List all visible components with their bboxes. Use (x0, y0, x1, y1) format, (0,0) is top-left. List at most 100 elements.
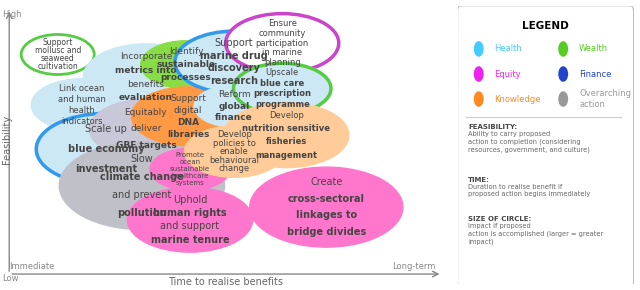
Text: Impact if proposed
action is accomplished (larger = greater
impact): Impact if proposed action is accomplishe… (468, 223, 604, 245)
Circle shape (558, 66, 568, 82)
Ellipse shape (127, 187, 253, 252)
Text: linkages to: linkages to (296, 210, 357, 220)
Text: Slow: Slow (131, 154, 153, 164)
Text: and support: and support (161, 222, 220, 231)
Text: research: research (210, 76, 258, 86)
Text: health: health (68, 106, 95, 115)
Ellipse shape (83, 44, 209, 110)
Text: Long-term: Long-term (392, 262, 435, 271)
FancyBboxPatch shape (458, 6, 634, 287)
Text: Health: Health (495, 44, 522, 53)
Text: Ability to carry proposed
action to completion (considering
resources, governmen: Ability to carry proposed action to comp… (468, 131, 590, 153)
Text: seaweed: seaweed (41, 54, 75, 63)
Text: evaluation: evaluation (119, 93, 173, 102)
Text: finance: finance (215, 113, 253, 122)
Ellipse shape (175, 31, 293, 93)
Text: GBF targets: GBF targets (116, 141, 176, 150)
Text: digital: digital (173, 106, 202, 115)
Ellipse shape (90, 99, 202, 158)
Text: processes: processes (161, 73, 211, 82)
Text: Scale up: Scale up (85, 124, 127, 135)
Ellipse shape (150, 148, 230, 190)
Text: Immediate: Immediate (9, 262, 54, 271)
Text: cultivation: cultivation (37, 62, 78, 71)
Text: Uphold: Uphold (173, 195, 207, 205)
Text: marine tenure: marine tenure (150, 235, 229, 245)
Text: Equitably: Equitably (125, 108, 167, 117)
Text: Wealth: Wealth (579, 44, 608, 53)
Ellipse shape (184, 126, 284, 177)
Ellipse shape (131, 87, 244, 146)
Text: and human: and human (58, 95, 106, 104)
Text: ocean: ocean (179, 160, 200, 165)
Text: sustainable: sustainable (156, 60, 216, 69)
Text: cross-sectoral: cross-sectoral (288, 194, 365, 204)
Text: indicators: indicators (61, 117, 102, 126)
Text: nutrition sensitive: nutrition sensitive (242, 124, 330, 133)
Text: mollusc and: mollusc and (35, 46, 81, 55)
Text: community: community (259, 29, 306, 38)
Text: programme: programme (255, 100, 310, 109)
Circle shape (474, 66, 484, 82)
Ellipse shape (226, 14, 339, 73)
Text: Promote: Promote (175, 153, 205, 158)
Circle shape (558, 41, 568, 57)
Text: DNA: DNA (177, 118, 199, 127)
Text: Identify: Identify (169, 47, 204, 56)
Text: change: change (218, 164, 250, 173)
Text: blue care: blue care (260, 79, 305, 88)
Text: policies to: policies to (212, 139, 255, 148)
Text: healthcare: healthcare (172, 173, 209, 179)
Text: enable: enable (220, 147, 248, 156)
Ellipse shape (234, 63, 331, 114)
Text: discovery: discovery (207, 64, 260, 73)
Ellipse shape (21, 35, 94, 75)
Text: TIME:: TIME: (468, 177, 490, 183)
Text: Develop: Develop (217, 130, 252, 139)
Text: Create: Create (310, 177, 342, 187)
Text: blue economy: blue economy (67, 144, 144, 154)
Ellipse shape (141, 41, 231, 88)
Circle shape (474, 91, 484, 107)
Text: sustainable: sustainable (170, 166, 210, 172)
Ellipse shape (223, 103, 349, 168)
Ellipse shape (36, 113, 175, 185)
Text: human rights: human rights (153, 208, 227, 218)
Text: benefits: benefits (127, 79, 164, 88)
Text: High: High (3, 10, 22, 19)
Ellipse shape (194, 85, 274, 127)
Text: Equity: Equity (495, 70, 521, 79)
Circle shape (474, 41, 484, 57)
Text: deliver: deliver (130, 124, 161, 133)
Text: Knowledge: Knowledge (495, 95, 541, 104)
Text: Support: Support (42, 38, 73, 47)
Text: and prevent: and prevent (112, 190, 172, 200)
Text: systems: systems (175, 180, 204, 186)
Text: in marine: in marine (262, 48, 302, 57)
Text: pollution: pollution (117, 208, 166, 218)
Text: Incorporate: Incorporate (120, 52, 172, 61)
Text: prescription: prescription (253, 89, 311, 98)
Text: behavioural: behavioural (209, 156, 259, 165)
Text: Overarching
action: Overarching action (579, 89, 631, 109)
Text: Support: Support (170, 94, 206, 103)
Text: LEGEND: LEGEND (522, 21, 569, 31)
Text: Reform: Reform (218, 90, 250, 99)
Text: marine drug: marine drug (200, 51, 268, 61)
Text: FEASIBILITY:: FEASIBILITY: (468, 124, 517, 130)
Text: investment: investment (75, 164, 137, 174)
Text: management: management (255, 151, 317, 160)
Text: global: global (218, 102, 250, 111)
Text: Duration to realise benefit if
proposed action begins immediately: Duration to realise benefit if proposed … (468, 184, 591, 197)
Text: climate change: climate change (100, 172, 184, 182)
Text: Feasibility: Feasibility (3, 115, 12, 164)
Text: planning: planning (264, 58, 301, 67)
Text: Time to realise benefits: Time to realise benefits (168, 277, 284, 287)
Text: Finance: Finance (579, 70, 611, 79)
Ellipse shape (250, 167, 403, 247)
Text: Low: Low (3, 274, 19, 283)
Text: SIZE OF CIRCLE:: SIZE OF CIRCLE: (468, 216, 531, 222)
Text: Link ocean: Link ocean (59, 84, 104, 93)
Text: Support: Support (215, 38, 253, 48)
Text: Ensure: Ensure (268, 19, 297, 28)
